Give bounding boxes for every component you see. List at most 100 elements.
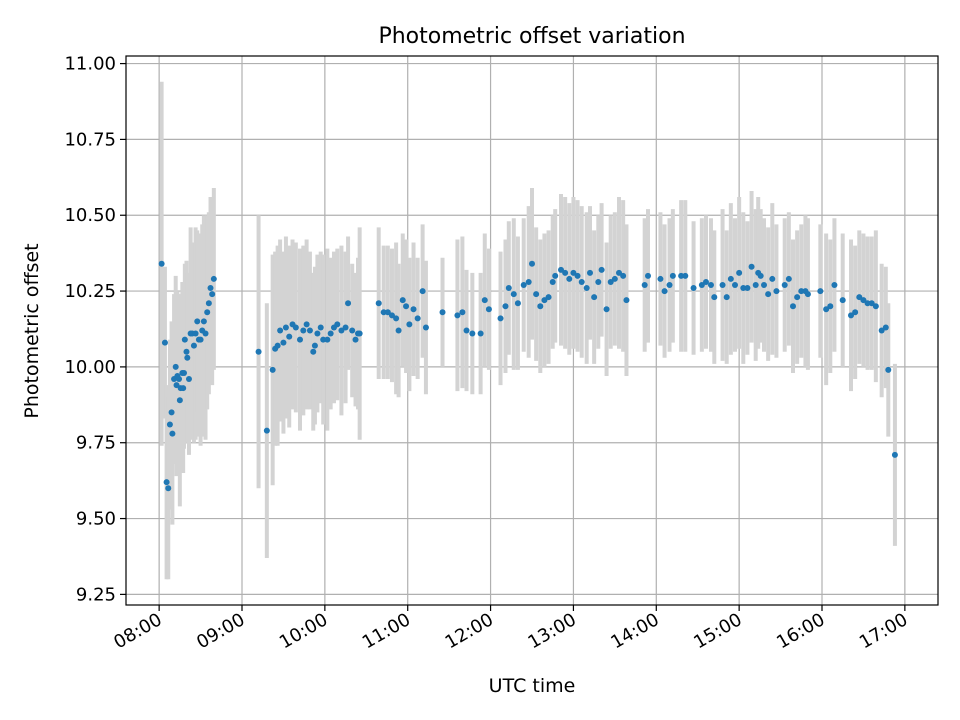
data-point [352,336,359,343]
data-point [481,297,488,304]
data-point [292,324,299,331]
grid [126,56,938,605]
data-point [192,330,199,337]
data-point [533,291,540,298]
data-point [384,309,391,316]
data-point [744,285,751,292]
data-point [773,288,780,295]
data-point [380,309,387,316]
data-point [529,260,535,267]
data-point [204,309,211,316]
data-point [666,282,673,289]
data-point [732,282,738,289]
data-point [852,309,859,316]
data-point [661,288,668,295]
data-point [587,269,593,276]
data-point [419,288,426,295]
data-point [277,327,284,334]
data-point [454,312,461,319]
data-point [641,282,648,289]
data-point [891,451,898,458]
data-point [860,297,867,304]
data-point [255,348,262,355]
data-point [595,278,602,285]
plot-frame [125,55,939,606]
data-point [269,366,276,373]
data-point [510,291,517,298]
data-point [303,321,310,328]
chart-title: Photometric offset variation [378,24,685,49]
data-point [194,318,201,325]
data-point [769,275,776,282]
data-point [399,297,406,304]
data-point [727,275,734,282]
data-point [827,303,834,310]
data-point [748,263,755,270]
data-point [327,330,334,337]
data-point [349,327,356,334]
data-point [657,275,664,282]
data-point [210,275,217,282]
data-point [839,297,846,304]
data-point [181,369,187,376]
data-point [181,336,188,343]
data-point [197,336,204,343]
data-point [505,285,512,292]
data-point [616,269,622,276]
data-point [300,327,307,334]
data-point [690,285,697,292]
data-point [598,266,605,273]
data-point [525,278,532,285]
data-point [469,330,476,337]
data-point [578,278,585,285]
data-point [286,333,293,340]
data-point [306,327,313,334]
data-point [297,336,303,343]
data-point [161,339,168,346]
x-axis-label: UTC time [489,675,576,697]
data-point [566,275,573,282]
data-point [185,376,192,383]
data-point [324,336,331,343]
data-point [463,327,470,334]
x-tick-label: 12:00 [442,609,497,653]
data-point [790,303,796,310]
data-point [707,282,714,289]
data-point [752,282,759,289]
data-point [311,342,318,349]
x-tick-label: 10:00 [276,609,331,653]
data-point [798,288,805,295]
data-point [166,421,173,428]
data-point [583,285,590,292]
data-point [541,297,548,304]
data-point [202,330,209,337]
data-point [736,269,743,276]
data-point [497,315,504,322]
data-point [310,348,317,355]
data-point [514,300,521,307]
data-point [645,272,651,279]
x-tick-label: 08:00 [110,609,165,653]
data-point [591,294,598,301]
x-tick-label: 11:00 [359,609,414,653]
data-point [711,294,718,301]
data-point [165,485,172,492]
data-point [403,303,410,310]
data-point [172,363,179,370]
data-points [158,260,898,492]
data-point [317,324,324,331]
data-point [459,309,466,316]
y-tick-label: 10.00 [64,357,116,378]
data-point [781,282,788,289]
data-point [623,297,630,304]
data-point [620,272,627,279]
data-point [207,285,214,292]
data-point [757,272,764,279]
x-tick-label: 09:00 [193,609,248,653]
data-point [410,306,417,313]
data-point [552,272,559,279]
data-point [422,324,429,331]
data-point [173,382,180,389]
data-point [485,306,492,313]
data-point [282,324,289,331]
